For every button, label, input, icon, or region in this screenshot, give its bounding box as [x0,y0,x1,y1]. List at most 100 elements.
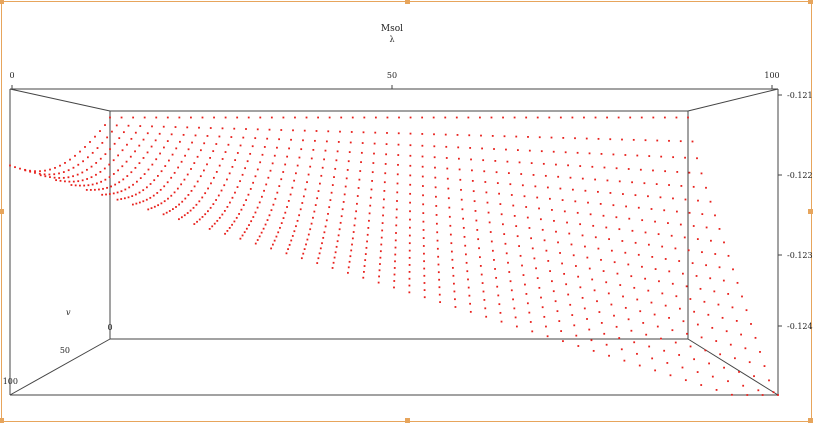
surface-point [692,185,695,188]
surface-point [231,165,234,168]
surface-point [581,177,584,180]
surface-point [609,192,612,194]
surface-point [303,129,306,132]
surface-point [526,216,529,219]
surface-point [364,259,367,262]
surface-point [115,124,118,127]
surface-point [541,228,544,231]
surface-point [212,176,215,179]
surface-point [81,171,84,174]
surface-point [386,132,388,134]
surface-point [249,152,252,155]
surface-point [328,116,331,119]
resize-handle-right[interactable] [808,209,813,214]
surface-point [475,219,478,222]
surface-point [163,185,166,188]
surface-point [394,246,397,249]
surface-point [575,265,577,267]
surface-point [290,138,292,141]
surface-point [555,230,557,233]
surface-point [136,180,138,183]
surface-point [454,306,457,308]
surface-point [310,157,313,160]
surface-point [772,391,775,394]
resize-handle-left[interactable] [0,209,4,214]
surface-point [561,199,564,201]
surface-point [347,266,350,269]
surface-point [656,139,659,142]
surface-point [486,201,489,204]
surface-point [19,167,21,170]
surface-point [525,206,528,208]
surface-point [573,324,576,327]
surface-point [558,320,561,322]
surface-point [149,183,152,185]
surface-point [451,266,454,269]
surface-point [206,135,209,137]
surface-point [206,163,208,166]
surface-point [183,178,186,181]
surface-point [305,116,308,119]
surface-point [245,199,247,201]
surface-point [435,205,438,207]
surface-point [422,194,424,197]
surface-point [705,186,707,189]
surface-point [318,252,321,255]
surface-point [472,190,475,193]
surface-point [252,216,255,218]
surface-point [600,153,603,155]
surface-point [485,315,488,318]
resize-handle-bottom[interactable] [405,418,410,423]
resize-handle-bottom-left[interactable] [0,418,4,423]
surface-point [579,223,582,226]
surface-point [316,197,319,200]
surface-point [139,125,142,127]
surface-point [654,220,656,223]
surface-point [369,196,372,199]
surface-point [666,362,669,364]
surface-point [394,260,396,263]
surface-point [48,173,51,176]
surface-point [373,142,376,145]
surface-point [101,141,104,144]
surface-point [395,208,398,211]
surface-point [648,345,651,348]
surface-point [468,134,471,137]
surface-point [679,223,682,226]
plot-box [9,88,779,396]
resize-handle-top[interactable] [405,0,410,4]
surface-point [581,296,584,299]
surface-point [328,206,331,209]
surface-point [652,116,655,119]
surface-point [186,126,189,129]
surface-point [215,143,218,145]
surface-point [230,136,233,138]
resize-handle-bottom-right[interactable] [808,418,813,423]
surface-point [674,341,677,344]
surface-point [224,232,226,235]
surface-point [307,173,310,176]
surface-point [696,157,698,160]
surface-point [64,180,66,183]
surface-point [67,169,70,172]
surface-point [156,175,159,177]
surface-point [89,141,91,143]
surface-point [79,184,81,187]
surface-point [602,270,605,272]
resize-handle-top-left[interactable] [0,0,4,4]
surface-point [234,191,236,194]
surface-point [469,310,472,313]
surface-point [421,144,424,147]
surface-point [43,173,46,176]
v-axis-ticks: v 0 50 100 [3,308,113,386]
surface-point [175,147,178,150]
surface-point [506,160,509,163]
surface-point [515,325,518,328]
surface-point [695,275,698,277]
surface-point [545,325,547,328]
surface-point [423,282,426,284]
surface-point [239,180,241,183]
resize-handle-top-right[interactable] [808,0,813,4]
surface-point [198,200,201,203]
